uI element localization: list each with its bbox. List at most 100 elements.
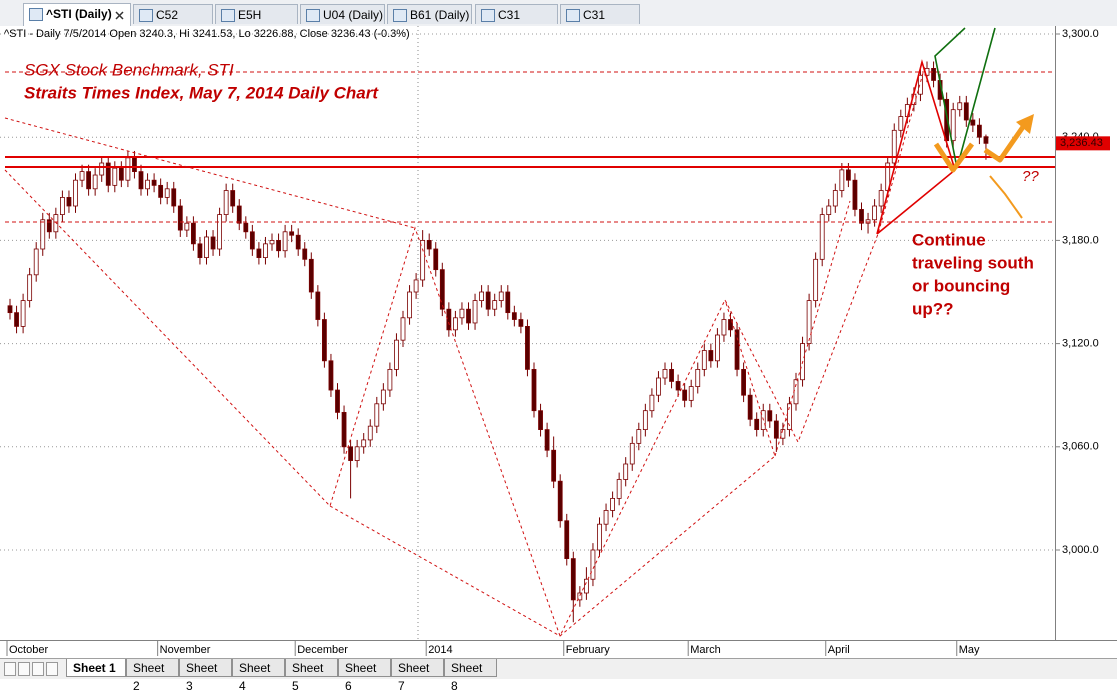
candle-body [695,368,701,387]
candle-body [813,258,819,302]
x-tick-label: February [566,644,611,656]
candle-body [518,319,524,327]
tab-icon [306,9,320,22]
tab-icon [566,9,580,22]
candle-body [7,305,13,314]
sheet-tab[interactable]: Sheet 8 [444,659,497,693]
candle-body [73,179,78,207]
candle-body [302,248,308,260]
candle-body [40,219,46,250]
candle-body [715,334,720,362]
pattern-line [876,59,956,235]
candle-body [387,368,393,391]
candle-body [243,222,249,233]
candle-body [708,350,714,362]
candle-body [367,425,373,441]
candle-body [439,269,445,310]
candle-body [642,410,648,430]
candle-body [190,222,196,245]
candle-body [184,222,190,231]
candle-body [865,219,871,224]
chart-tab[interactable]: C52 (Daily) [133,4,213,42]
nav-next[interactable] [32,662,44,676]
axes: 3,300.03,240.03,180.03,120.03,060.03,000… [6,28,1110,656]
candle-body [321,319,327,362]
candle-body [747,394,753,420]
candle-body [138,171,144,190]
candle-body [970,119,976,126]
chart-tab[interactable]: E5H (Daily) [215,4,298,42]
candle-body [479,291,485,302]
x-tick-label: December [297,644,348,656]
sheet-tab[interactable]: Sheet 2 [126,659,179,693]
candle-body [446,308,452,331]
candle-body [177,205,183,231]
candle-body [92,174,98,190]
chart-tab[interactable]: U04 (Daily) [300,4,385,24]
candle-body [950,109,956,142]
candle-body [217,214,223,250]
candle-body [256,248,262,259]
candle-body [328,360,334,391]
candle-body [525,325,530,370]
sheet-tab[interactable]: Sheet 3 [179,659,232,693]
candle-body [210,236,216,250]
annotation: Straits Times Index, May 7, 2014 Daily C… [24,83,379,102]
candle-body [616,479,622,499]
nav-last[interactable] [46,662,58,676]
trend-line [329,299,776,637]
chart-tab[interactable]: C31 (Daily) [475,4,558,42]
candle-body [374,403,380,427]
candle-body [86,171,91,190]
candle-body [531,368,537,412]
last-price-box [1056,136,1110,151]
candle-body [99,162,105,176]
candle-body [269,239,275,245]
chart-tab[interactable]: B61 (Daily) [387,4,472,24]
candle-body [380,389,386,405]
candle-body [230,190,236,207]
candle-body [721,319,727,336]
candle-body [649,394,655,412]
sheet-tab[interactable]: Sheet 1 [66,659,126,677]
candle-body [878,190,884,207]
last-price-label: 3,236.43 [1060,137,1103,149]
candle-body [315,291,321,320]
candle-body [20,300,26,327]
candle-body [597,523,602,551]
tab-icon [139,9,153,22]
candle-body [413,279,419,293]
annotation: or bouncing [912,276,1010,295]
candle-body [564,520,570,560]
candle-body [197,243,203,258]
candle-body [105,162,111,186]
candle-body [426,239,432,250]
candle-body [452,317,458,331]
annotation: Continue [912,230,986,249]
sheet-tab[interactable]: Sheet 4 [232,659,285,693]
candle-body [773,420,779,439]
y-tick-label: 3,000.0 [1062,544,1099,556]
candle-body [308,258,314,293]
candle-body [249,231,255,250]
nav-first[interactable] [4,662,16,676]
tab-close[interactable] [115,11,124,20]
arrow [989,175,1023,219]
chart-tab[interactable]: ^STI (Daily) [23,3,131,27]
chart-tab[interactable]: C31 (Daily) [560,4,640,42]
tab-icon [221,9,235,22]
candle-body [656,377,661,396]
candle-body [891,129,897,164]
sheet-tab[interactable]: Sheet 5 [285,659,338,693]
candle-body [570,558,576,601]
nav-prev[interactable] [18,662,30,676]
candle-body [557,480,563,522]
candle-body [263,243,268,258]
candle-body [741,368,746,396]
candle-body [335,389,340,413]
sheet-tab[interactable]: Sheet 7 [391,659,444,693]
annotation: SGX Stock Benchmark, STI [24,60,234,79]
candle-body [963,102,969,121]
sheet-tab[interactable]: Sheet 6 [338,659,391,693]
candle-body [852,179,858,210]
